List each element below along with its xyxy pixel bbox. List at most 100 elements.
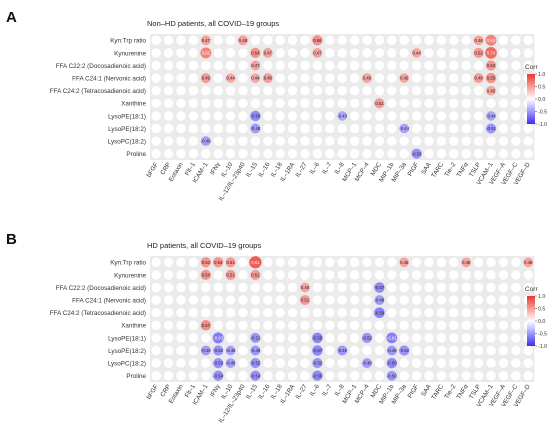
empty-cell [238, 98, 248, 109]
empty-cell [436, 345, 447, 356]
empty-cell [498, 73, 509, 83]
empty-cell [337, 257, 347, 267]
empty-cell [374, 320, 385, 330]
empty-cell [337, 333, 347, 343]
empty-cell [498, 98, 509, 109]
empty-cell [300, 149, 310, 159]
empty-cell [498, 358, 509, 368]
empty-cell [374, 371, 385, 381]
corr-value-label: 0.53 [487, 63, 496, 68]
empty-cell [449, 320, 459, 330]
corr-value-label: 0.52 [475, 51, 484, 56]
empty-cell [374, 48, 385, 58]
corr-cell [238, 35, 248, 46]
empty-cell [436, 60, 447, 71]
corr-cell [411, 148, 422, 159]
empty-cell [163, 308, 174, 318]
empty-cell [151, 358, 161, 368]
empty-cell [399, 98, 409, 109]
corr-cell [473, 73, 484, 84]
empty-cell [325, 35, 335, 45]
empty-cell [449, 136, 459, 146]
empty-cell [449, 282, 459, 293]
corr-value-label: 0.45 [400, 76, 409, 81]
row-label: FFA C24:1 (Nervonic acid) [72, 298, 146, 305]
empty-cell [163, 257, 174, 267]
empty-cell [275, 257, 285, 267]
empty-cell [263, 282, 273, 293]
empty-cell [511, 345, 521, 356]
empty-cell [275, 270, 285, 280]
empty-cell [511, 149, 521, 159]
empty-cell [399, 86, 409, 96]
empty-cell [151, 35, 161, 45]
empty-cell [176, 73, 186, 83]
empty-cell [436, 257, 447, 267]
legend-tick-label: 1.0 [538, 72, 545, 78]
empty-cell [176, 358, 186, 368]
empty-cell [337, 295, 347, 305]
empty-cell [238, 123, 248, 134]
empty-cell [225, 98, 236, 109]
empty-cell [387, 123, 397, 134]
column-label: IL–6 [309, 161, 322, 176]
empty-cell [337, 308, 347, 318]
empty-cell [325, 345, 335, 356]
empty-cell [201, 333, 211, 343]
empty-cell [188, 333, 199, 343]
corr-value-label: -0.51 [486, 126, 496, 131]
empty-cell [163, 282, 174, 293]
empty-cell [300, 345, 310, 356]
empty-cell [449, 270, 459, 280]
empty-cell [188, 73, 199, 83]
corr-cell [312, 332, 323, 344]
empty-cell [163, 270, 174, 280]
empty-cell [151, 48, 161, 58]
empty-cell [300, 358, 310, 368]
empty-cell [225, 111, 236, 121]
corr-cell [386, 345, 397, 356]
panel-b: B HD patients, all COVID–19 groups Kyn:Trp… [6, 231, 547, 424]
empty-cell [250, 320, 261, 330]
legend-tick-label: -1.0 [538, 344, 547, 350]
empty-cell [238, 149, 248, 159]
empty-cell [250, 308, 261, 318]
empty-cell [275, 136, 285, 146]
empty-cell [238, 282, 248, 293]
empty-cell [225, 35, 236, 45]
empty-cell [498, 333, 509, 343]
empty-cell [312, 270, 323, 280]
empty-cell [473, 149, 484, 159]
row-label: LysoPC(18:2) [108, 361, 146, 368]
corr-cell [386, 370, 397, 381]
empty-cell [387, 73, 397, 83]
corr-value-label: 0.55 [487, 76, 496, 81]
corr-cell [399, 257, 410, 268]
empty-cell [163, 333, 174, 343]
empty-cell [225, 149, 236, 159]
empty-cell [312, 320, 323, 330]
empty-cell [362, 149, 372, 159]
empty-cell [163, 295, 174, 305]
empty-cell [387, 48, 397, 58]
empty-cell [387, 35, 397, 45]
row-label: FFA C24:2 (Tetracosadienoic acid) [50, 88, 146, 95]
empty-cell [250, 282, 261, 293]
empty-cell [374, 257, 385, 267]
empty-cell [523, 149, 533, 159]
empty-cell [387, 308, 397, 318]
corr-cell [213, 357, 224, 369]
empty-cell [387, 295, 397, 305]
empty-cell [436, 358, 447, 368]
empty-cell [411, 308, 422, 318]
empty-cell [287, 48, 298, 58]
empty-cell [325, 123, 335, 134]
empty-cell [225, 320, 236, 330]
empty-cell [436, 86, 447, 96]
empty-cell [300, 136, 310, 146]
corr-cell [262, 48, 273, 58]
empty-cell [411, 270, 422, 280]
empty-cell [411, 98, 422, 109]
empty-cell [436, 111, 447, 121]
empty-cell [163, 123, 174, 134]
